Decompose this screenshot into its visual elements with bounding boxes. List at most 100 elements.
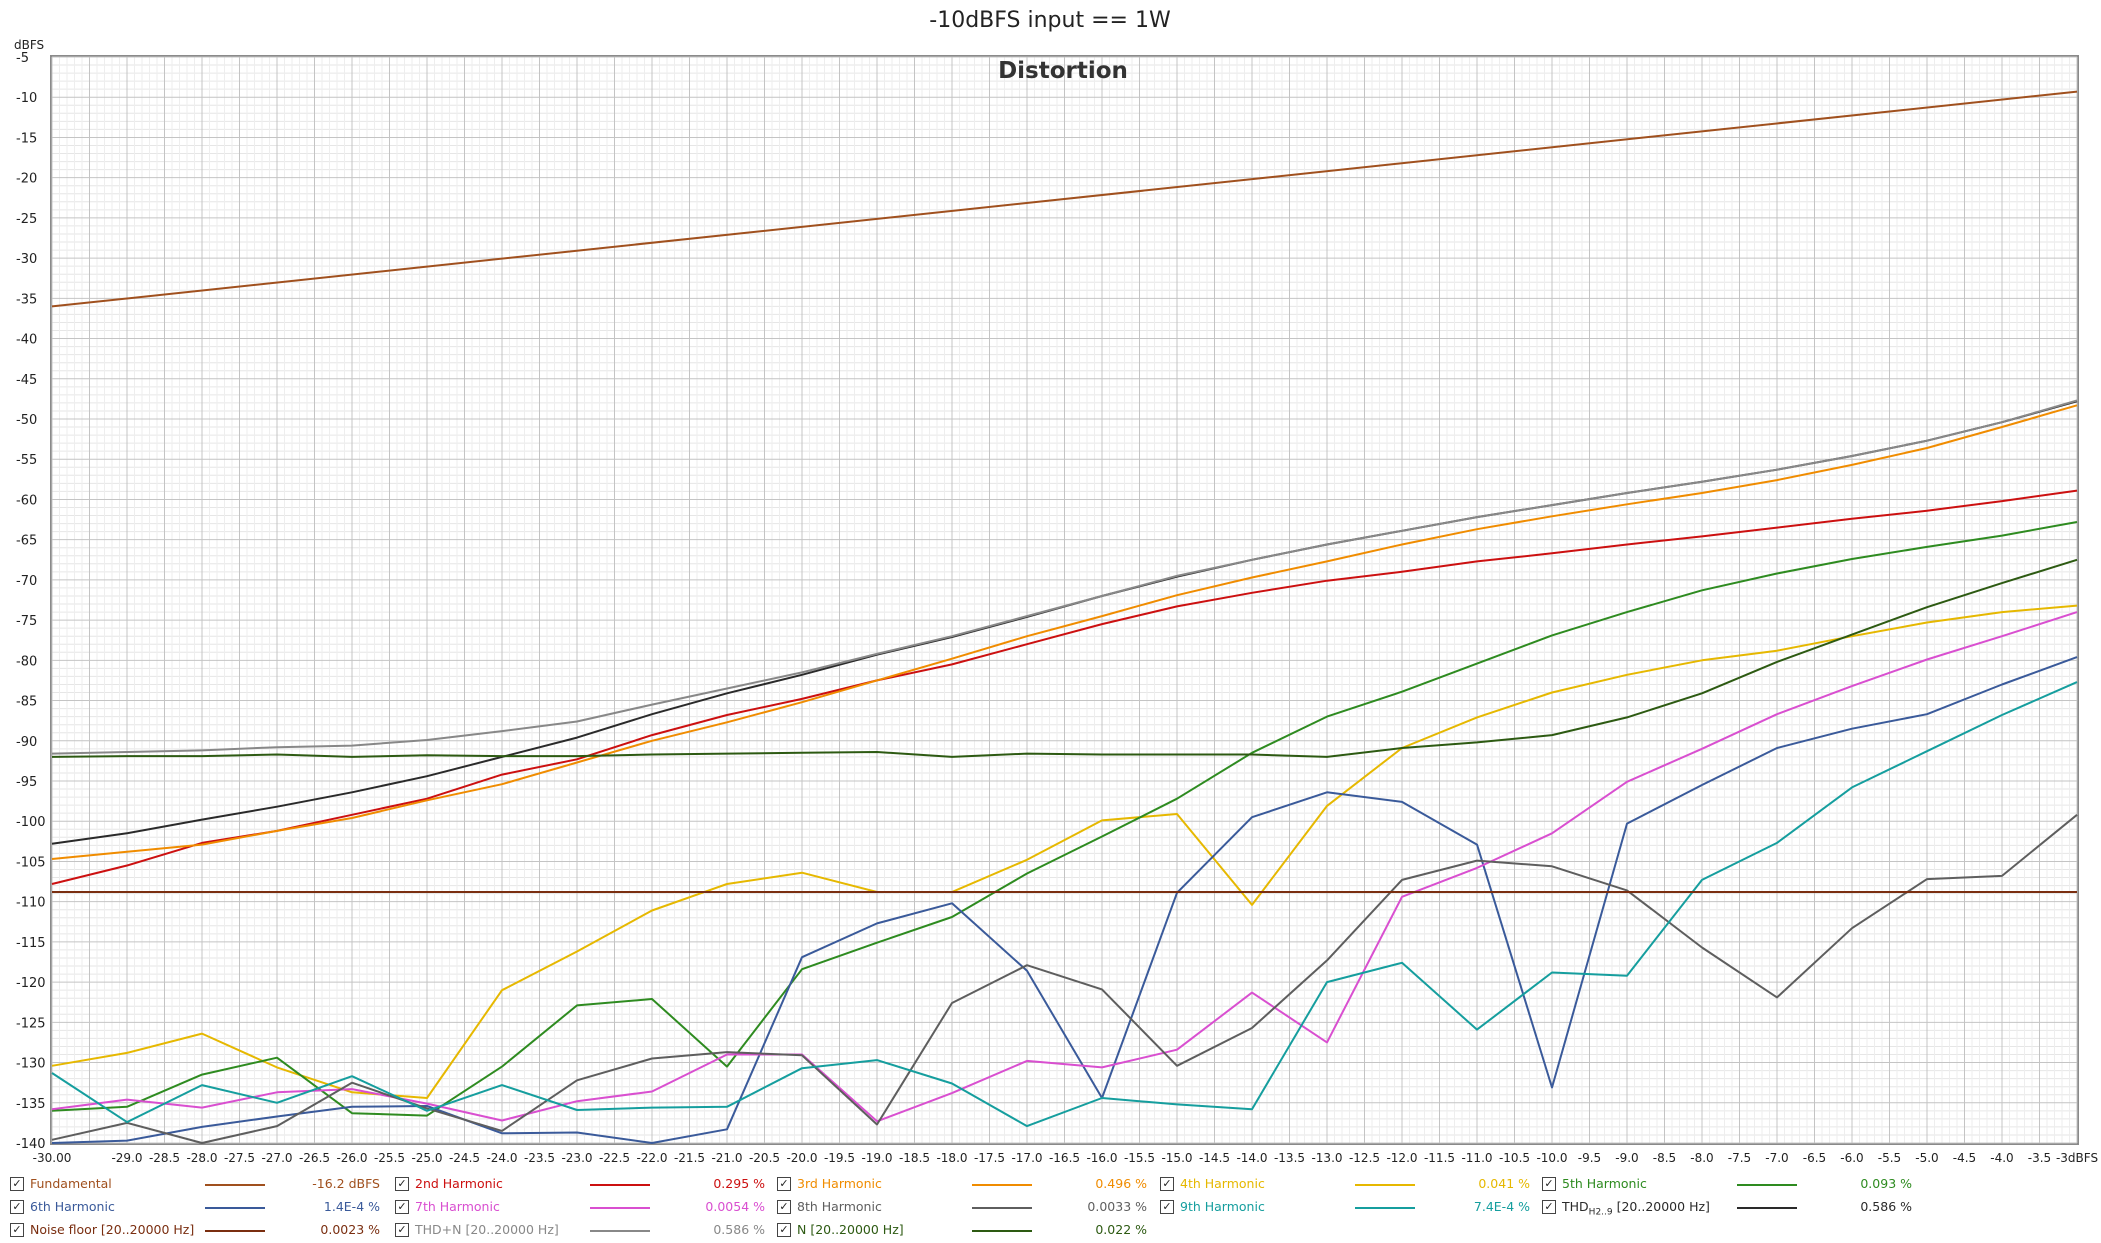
y-tick-label: -140 — [16, 1137, 46, 1152]
legend-series-name: 6th Harmonic — [30, 1199, 115, 1214]
x-tick-label: -4.0 — [1990, 1151, 2013, 1165]
x-tick-label: -21.5 — [674, 1151, 705, 1165]
x-tick-label: -20.5 — [749, 1151, 780, 1165]
legend-item[interactable]: ✓ 2nd Harmonic 0.295 % — [395, 1175, 770, 1195]
legend-checkbox[interactable]: ✓ — [1542, 1177, 1556, 1191]
legend-checkbox[interactable]: ✓ — [777, 1200, 791, 1214]
legend-value: 7.4E-4 % — [1473, 1199, 1530, 1214]
x-tick-label: -12.5 — [1349, 1151, 1380, 1165]
x-tick-label: -22.0 — [636, 1151, 667, 1165]
legend-checkbox[interactable]: ✓ — [777, 1177, 791, 1191]
x-tick-label: -16.5 — [1049, 1151, 1080, 1165]
legend-item[interactable]: ✓ N [20..20000 Hz] 0.022 % — [777, 1221, 1152, 1241]
y-tick-label: -125 — [16, 1016, 46, 1031]
legend-item[interactable]: ✓ 4th Harmonic 0.041 % — [1160, 1175, 1535, 1195]
x-tick-label: -18.5 — [899, 1151, 930, 1165]
legend-item[interactable]: ✓ Fundamental -16.2 dBFS — [10, 1175, 385, 1195]
series-line-thd-n-20-20000-hz — [51, 399, 2078, 755]
legend-series-name: 7th Harmonic — [415, 1199, 500, 1214]
legend-value: 0.022 % — [1095, 1222, 1147, 1237]
legend-checkbox[interactable]: ✓ — [1542, 1200, 1556, 1214]
legend-checkbox[interactable]: ✓ — [10, 1223, 24, 1237]
series-line-2nd-harmonic — [51, 489, 2078, 885]
y-tick-label: -85 — [16, 695, 37, 710]
legend-series-name: THDH2..9 [20..20000 Hz] — [1562, 1199, 1710, 1218]
legend-item[interactable]: ✓ 3rd Harmonic 0.496 % — [777, 1175, 1152, 1195]
legend-value: 0.496 % — [1095, 1176, 1147, 1191]
legend-series-name: Fundamental — [30, 1176, 112, 1191]
y-tick-label: -110 — [16, 896, 46, 911]
x-tick-label: -9.0 — [1615, 1151, 1638, 1165]
legend-line-swatch — [590, 1184, 650, 1186]
series-line-fundamental — [51, 90, 2078, 308]
x-tick-label: -4.5 — [1953, 1151, 1976, 1165]
legend-value: 0.295 % — [713, 1176, 765, 1191]
distortion-chart: -10dBFS input == 1W dBFS -5-10-15-20-25-… — [14, 8, 2098, 1165]
legend-checkbox[interactable]: ✓ — [1160, 1177, 1174, 1191]
x-tick-label: -25.5 — [374, 1151, 405, 1165]
x-tick-label: -13.0 — [1311, 1151, 1342, 1165]
series-line-n-20-20000-hz — [51, 558, 2078, 758]
legend-item[interactable]: ✓ 8th Harmonic 0.0033 % — [777, 1198, 1152, 1218]
x-tick-label: -23.0 — [561, 1151, 592, 1165]
x-tick-label: -5.5 — [1878, 1151, 1901, 1165]
x-tick-label: -28.0 — [186, 1151, 217, 1165]
series-line-3rd-harmonic — [51, 404, 2078, 860]
x-tick-label: -18.0 — [936, 1151, 967, 1165]
y-tick-label: -5 — [16, 51, 29, 66]
y-tick-label: -70 — [16, 574, 37, 589]
chart-title: -10dBFS input == 1W — [929, 8, 1171, 33]
legend-item[interactable]: ✓ THDH2..9 [20..20000 Hz] 0.586 % — [1542, 1198, 1917, 1218]
legend-item[interactable]: ✓ Noise floor [20..20000 Hz] 0.0023 % — [10, 1221, 385, 1241]
y-tick-label: -10 — [16, 91, 37, 106]
legend-value: 0.0033 % — [1087, 1199, 1147, 1214]
y-tick-label: -35 — [16, 292, 37, 307]
x-tick-label: -3dBFS — [2056, 1151, 2098, 1165]
x-tick-labels: -30.00 -29.0 -28.5 -28.0 -27.5 -27.0 -26.5 -26.… — [33, 1151, 2098, 1165]
x-tick-label: -24.0 — [486, 1151, 517, 1165]
legend-checkbox[interactable]: ✓ — [395, 1223, 409, 1237]
y-tick-label: -90 — [16, 735, 37, 750]
y-tick-label: -40 — [16, 333, 37, 348]
legend-item[interactable]: ✓ 7th Harmonic 0.0054 % — [395, 1198, 770, 1218]
x-tick-label: -17.5 — [974, 1151, 1005, 1165]
legend-item[interactable]: ✓ 5th Harmonic 0.093 % — [1542, 1175, 1917, 1195]
legend-series-name: THD+N [20..20000 Hz] — [415, 1222, 559, 1237]
y-tick-label: -60 — [16, 493, 37, 508]
legend-item[interactable]: ✓ THD+N [20..20000 Hz] 0.586 % — [395, 1221, 770, 1241]
legend-line-swatch — [972, 1184, 1032, 1186]
legend-item[interactable]: ✓ 9th Harmonic 7.4E-4 % — [1160, 1198, 1535, 1218]
legend-checkbox[interactable]: ✓ — [10, 1177, 24, 1191]
legend-line-swatch — [1355, 1184, 1415, 1186]
legend-checkbox[interactable]: ✓ — [10, 1200, 24, 1214]
y-tick-label: -80 — [16, 654, 37, 669]
x-tick-label: -13.5 — [1274, 1151, 1305, 1165]
series-line-5th-harmonic — [51, 521, 2078, 1117]
x-tick-label: -6.0 — [1840, 1151, 1863, 1165]
legend-checkbox[interactable]: ✓ — [395, 1177, 409, 1191]
x-tick-label: -24.5 — [449, 1151, 480, 1165]
legend-line-swatch — [1737, 1184, 1797, 1186]
x-tick-label: -10.5 — [1499, 1151, 1530, 1165]
legend-line-swatch — [1355, 1207, 1415, 1209]
y-tick-label: -100 — [16, 815, 46, 830]
legend-value: 1.4E-4 % — [323, 1199, 380, 1214]
x-tick-label: -15.0 — [1161, 1151, 1192, 1165]
x-tick-label: -19.5 — [824, 1151, 855, 1165]
x-tick-label: -23.5 — [524, 1151, 555, 1165]
legend-series-name: 2nd Harmonic — [415, 1176, 503, 1191]
x-tick-label: -12.0 — [1386, 1151, 1417, 1165]
legend-checkbox[interactable]: ✓ — [777, 1223, 791, 1237]
legend-value: 0.586 % — [713, 1222, 765, 1237]
legend-checkbox[interactable]: ✓ — [395, 1200, 409, 1214]
legend-item[interactable]: ✓ 6th Harmonic 1.4E-4 % — [10, 1198, 385, 1218]
legend-checkbox[interactable]: ✓ — [1160, 1200, 1174, 1214]
y-tick-label: -55 — [16, 453, 37, 468]
x-tick-label: -30.00 — [33, 1151, 72, 1165]
legend-series-name: N [20..20000 Hz] — [797, 1222, 904, 1237]
x-tick-label: -17.0 — [1011, 1151, 1042, 1165]
x-tick-label: -7.5 — [1728, 1151, 1751, 1165]
x-tick-label: -19.0 — [861, 1151, 892, 1165]
legend-line-swatch — [972, 1230, 1032, 1232]
y-tick-label: -75 — [16, 614, 37, 629]
